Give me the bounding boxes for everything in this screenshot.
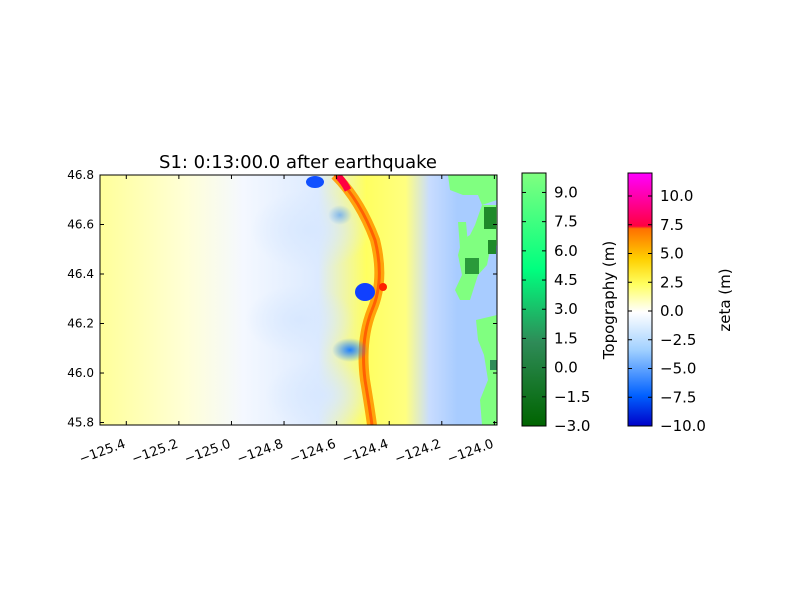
colorbar-tick-label: 10.0 bbox=[660, 187, 693, 205]
colorbar-tick-label: 5.0 bbox=[660, 245, 684, 263]
y-tick-label: 46.6 bbox=[67, 218, 94, 232]
y-tick-label: 45.8 bbox=[67, 416, 94, 430]
colorbar-tick-label: −2.5 bbox=[660, 331, 696, 349]
colorbar-tick-label: 0.0 bbox=[660, 302, 684, 320]
x-tick-label: −124.0 bbox=[445, 437, 495, 468]
zeta-colorbar-ticks: 10.0 7.5 5.0 2.5 0.0 −2.5 −5.0 −7.5 −10.0 bbox=[628, 187, 706, 435]
x-tick-label: −125.4 bbox=[77, 437, 127, 468]
colorbar-tick-label: 1.5 bbox=[554, 329, 578, 347]
x-tick-label: −125.0 bbox=[182, 437, 232, 468]
topography-colorbar-ticks: 9.0 7.5 6.0 4.5 3.0 1.5 0.0 −1.5 −3.0 bbox=[522, 183, 590, 435]
y-tick-label: 46.0 bbox=[67, 366, 94, 380]
colorbar-tick-label: 0.0 bbox=[554, 359, 578, 377]
colorbar-tick-label: 3.0 bbox=[554, 300, 578, 318]
colorbar-tick-label: 6.0 bbox=[554, 242, 578, 260]
colorbar-tick-label: −10.0 bbox=[660, 417, 706, 435]
x-tick-label: −124.8 bbox=[235, 437, 285, 468]
y-tick-label: 46.8 bbox=[67, 168, 94, 182]
colorbar-tick-label: 7.5 bbox=[660, 216, 684, 234]
colorbar-tick-label: 2.5 bbox=[660, 273, 684, 291]
y-tick-label: 46.2 bbox=[67, 317, 94, 331]
y-axis-ticks: 46.8 46.6 46.4 46.2 46.0 45.8 bbox=[67, 168, 497, 430]
colorbar-tick-label: −5.0 bbox=[660, 360, 696, 378]
colorbar-tick-label: −1.5 bbox=[554, 388, 590, 406]
heatmap-field bbox=[100, 175, 497, 425]
topography-colorbar bbox=[521, 172, 547, 427]
chart-title: S1: 0:13:00.0 after earthquake bbox=[159, 152, 437, 173]
plot-frame bbox=[99, 174, 498, 426]
x-tick-label: −124.4 bbox=[340, 437, 390, 468]
colorbar-tick-label: 7.5 bbox=[554, 213, 578, 231]
y-tick-label: 46.4 bbox=[67, 267, 94, 281]
zeta-colorbar-label: zeta (m) bbox=[716, 268, 734, 331]
colorbar-tick-label: −7.5 bbox=[660, 388, 696, 406]
topography-colorbar-label: Topography (m) bbox=[600, 241, 618, 360]
colorbar-tick-label: 9.0 bbox=[554, 183, 578, 201]
zeta-colorbar bbox=[627, 172, 653, 427]
x-tick-label: −124.2 bbox=[393, 437, 443, 468]
x-tick-label: −125.2 bbox=[130, 437, 180, 468]
colorbar-tick-label: 4.5 bbox=[554, 271, 578, 289]
x-tick-label: −124.6 bbox=[288, 437, 338, 468]
colorbar-tick-label: −3.0 bbox=[554, 417, 590, 435]
